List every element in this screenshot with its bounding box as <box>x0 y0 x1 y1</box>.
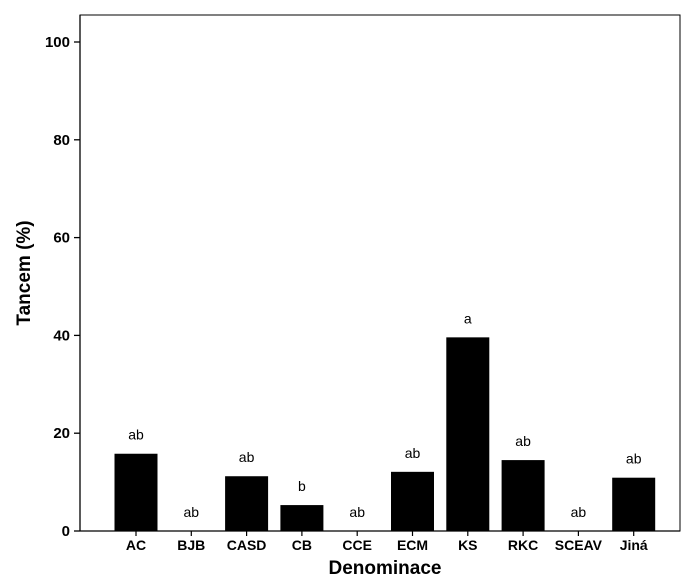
plot-frame <box>79 14 681 532</box>
x-tick-label: CCE <box>342 537 372 553</box>
x-axis-tick-labels: AC BJB CASD CB CCE ECM KS RKC SCEAV Jiná <box>126 531 648 553</box>
x-axis-title: Denominace <box>329 558 442 579</box>
x-tick-label: CB <box>292 537 312 553</box>
group-letter-label: b <box>298 478 306 494</box>
x-tick-label: BJB <box>177 537 205 553</box>
group-letter-label: a <box>464 310 472 326</box>
y-axis-title: Tancem (%) <box>14 220 35 325</box>
bar <box>280 505 324 531</box>
x-tick-label: RKC <box>508 537 538 553</box>
bar <box>612 477 656 531</box>
y-tick-label: 40 <box>53 327 70 344</box>
x-tick-label: CASD <box>227 537 267 553</box>
group-letter-label: ab <box>405 445 421 461</box>
group-letter-label: ab <box>239 449 255 465</box>
group-letter-label: ab <box>515 433 531 449</box>
y-axis-ticks: 0 20 40 60 80 100 <box>45 34 80 540</box>
y-tick-label: 80 <box>53 132 70 149</box>
y-tick-label: 60 <box>53 230 70 247</box>
group-letter-label: ab <box>349 504 365 520</box>
x-tick-label: AC <box>126 537 146 553</box>
y-tick-label: 100 <box>45 34 70 51</box>
x-tick-label: SCEAV <box>555 537 603 553</box>
group-letter-label: ab <box>571 504 587 520</box>
group-letter-label: ab <box>184 504 200 520</box>
bar <box>501 460 545 531</box>
bar <box>446 337 490 531</box>
bar <box>225 476 269 531</box>
significance-labels: ab ab ab b ab ab a ab ab ab <box>128 310 641 520</box>
group-letter-label: ab <box>128 427 144 443</box>
bar <box>391 471 434 531</box>
y-tick-label: 20 <box>53 425 70 442</box>
bar <box>114 453 158 531</box>
group-letter-label: ab <box>626 451 642 467</box>
x-tick-label: Jiná <box>620 537 648 553</box>
x-tick-label: ECM <box>397 537 428 553</box>
y-tick-label: 0 <box>62 523 70 540</box>
x-tick-label: KS <box>458 537 477 553</box>
bars <box>114 337 656 531</box>
